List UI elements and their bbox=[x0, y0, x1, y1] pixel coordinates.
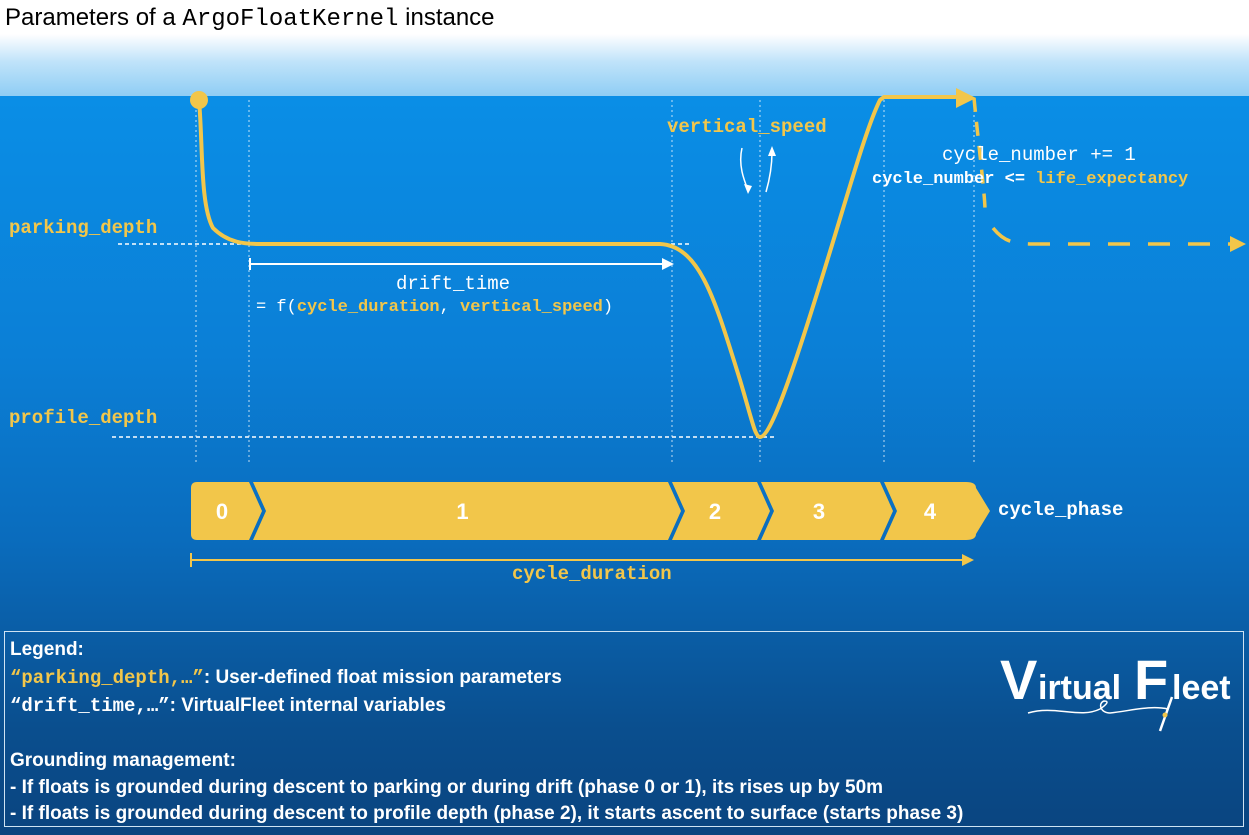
title-code: ArgoFloatKernel bbox=[182, 6, 399, 33]
grounding-heading: Grounding management: bbox=[10, 750, 236, 771]
parking-depth-label: parking_depth bbox=[9, 217, 158, 239]
next-cycle-arrowhead bbox=[1230, 236, 1246, 252]
virtualfleet-logo: V irtual F leet bbox=[1000, 645, 1240, 735]
title-prefix: Parameters of a bbox=[5, 4, 183, 31]
next-cycle-arrow bbox=[991, 226, 1230, 246]
page-title: Parameters of a ArgoFloatKernel instance bbox=[5, 4, 495, 33]
title-bar: Parameters of a ArgoFloatKernel instance bbox=[0, 0, 1249, 96]
cycle-number-condition: cycle_number <= life_expectancy bbox=[872, 170, 1189, 189]
phase-bar bbox=[191, 482, 990, 540]
svg-text:F: F bbox=[1134, 648, 1168, 711]
drift-time-arrow bbox=[249, 258, 674, 270]
grounding-rule-2: - If floats is grounded during descent t… bbox=[10, 803, 964, 824]
drift-time-label: drift_time bbox=[396, 273, 511, 295]
vertical-speed-label: vertical_speed bbox=[667, 116, 827, 138]
cycle-phase-label: cycle_phase bbox=[998, 499, 1124, 521]
cycle-duration-label: cycle_duration bbox=[512, 563, 672, 585]
phase-chevron-3 bbox=[761, 482, 893, 540]
next-cycle-curve bbox=[972, 97, 987, 211]
legend-item1-code: “parking_depth,…” bbox=[10, 667, 204, 689]
phase-label-3: 3 bbox=[812, 499, 826, 524]
cycle-number-increment: cycle_number += 1 bbox=[942, 144, 1136, 166]
legend-item1-text: : User-defined float mission parameters bbox=[203, 667, 562, 688]
phase-chevron-4 bbox=[884, 482, 990, 540]
float-trajectory bbox=[197, 95, 957, 440]
grounding-rule-1: - If floats is grounded during descent t… bbox=[10, 777, 884, 798]
legend-item2-code: “drift_time,…” bbox=[10, 695, 170, 717]
legend-box: Legend: “parking_depth,…”: User-defined … bbox=[4, 631, 1244, 827]
phase-label-4: 4 bbox=[923, 499, 937, 524]
phase-label-0: 0 bbox=[215, 499, 229, 524]
svg-text:leet: leet bbox=[1172, 669, 1231, 707]
profile-depth-label: profile_depth bbox=[9, 407, 158, 429]
phase-label-2: 2 bbox=[708, 499, 722, 524]
cycle-duration-arrow bbox=[190, 553, 974, 567]
svg-text:V: V bbox=[1000, 648, 1037, 711]
svg-text:irtual: irtual bbox=[1038, 669, 1121, 707]
float-start-dot bbox=[190, 91, 208, 109]
title-suffix: instance bbox=[398, 4, 495, 31]
phase-label-1: 1 bbox=[456, 499, 469, 524]
vertical-speed-arrows bbox=[739, 146, 776, 194]
legend-item2-text: : VirtualFleet internal variables bbox=[169, 695, 446, 716]
surface-arrowhead bbox=[956, 88, 976, 108]
drift-time-formula: = f(cycle_duration, vertical_speed) bbox=[256, 298, 614, 317]
phase-chevron-2 bbox=[672, 482, 770, 540]
phase-chevron-1 bbox=[253, 482, 681, 540]
legend-item-internal: “drift_time,…”: VirtualFleet internal va… bbox=[10, 695, 446, 717]
phase-chevron-0 bbox=[191, 482, 262, 540]
legend-heading: Legend: bbox=[10, 639, 84, 660]
legend-item-parameters: “parking_depth,…”: User-defined float mi… bbox=[10, 667, 562, 689]
